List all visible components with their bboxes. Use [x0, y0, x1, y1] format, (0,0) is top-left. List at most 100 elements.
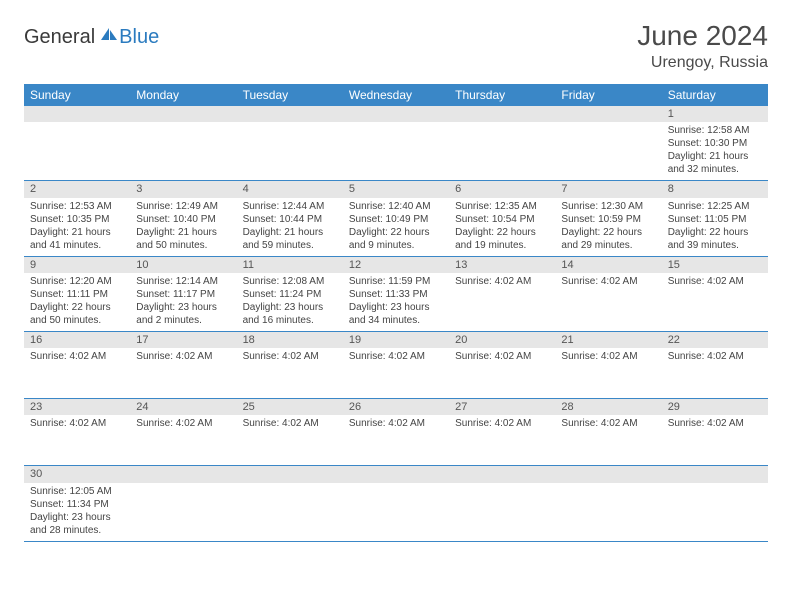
day-content: Sunrise: 4:02 AM — [662, 415, 768, 465]
day-content: Sunrise: 12:35 AMSunset: 10:54 PMDayligh… — [449, 198, 555, 256]
day-header: Thursday — [449, 84, 555, 106]
day-info-line: Sunset: 10:35 PM — [30, 213, 124, 226]
day-info-line: Sunrise: 12:20 AM — [30, 275, 124, 288]
day-number: 27 — [449, 399, 555, 415]
day-info-line: Sunset: 11:17 PM — [136, 288, 230, 301]
day-number: 13 — [449, 257, 555, 273]
day-content: Sunrise: 4:02 AM — [130, 415, 236, 465]
day-number: 16 — [24, 332, 130, 348]
day-header: Tuesday — [237, 84, 343, 106]
day-info-line: and 59 minutes. — [243, 239, 337, 252]
day-cell: 29 Sunrise: 4:02 AM — [662, 399, 768, 466]
day-cell: 15Sunrise: 4:02 AM — [662, 256, 768, 331]
day-content: Sunrise: 12:58 AMSunset: 10:30 PMDayligh… — [662, 122, 768, 180]
day-number: 14 — [555, 257, 661, 273]
day-info-line: Sunset: 11:33 PM — [349, 288, 443, 301]
day-header: Sunday — [24, 84, 130, 106]
week-row: 1Sunrise: 12:58 AMSunset: 10:30 PMDaylig… — [24, 106, 768, 181]
day-number: 26 — [343, 399, 449, 415]
week-row: 2Sunrise: 12:53 AMSunset: 10:35 PMDaylig… — [24, 181, 768, 256]
day-content — [555, 483, 661, 533]
day-header: Saturday — [662, 84, 768, 106]
day-info-line: Daylight: 21 hours — [136, 226, 230, 239]
day-content: Sunrise: 4:02 AM — [237, 348, 343, 398]
day-number — [555, 466, 661, 482]
day-number — [237, 106, 343, 122]
day-content: Sunrise: 4:02 AM — [662, 348, 768, 398]
day-info-line: Daylight: 23 hours — [243, 301, 337, 314]
day-info-line: Sunrise: 12:35 AM — [455, 200, 549, 213]
day-cell: 6Sunrise: 12:35 AMSunset: 10:54 PMDaylig… — [449, 181, 555, 256]
day-number: 1 — [662, 106, 768, 122]
day-number — [449, 466, 555, 482]
day-info-line: Sunrise: 12:14 AM — [136, 275, 230, 288]
month-title: June 2024 — [637, 20, 768, 52]
day-content: Sunrise: 4:02 AM — [662, 273, 768, 323]
day-content: Sunrise: 12:05 AMSunset: 11:34 PMDayligh… — [24, 483, 130, 541]
day-info-line: Daylight: 22 hours — [455, 226, 549, 239]
day-info-line: Daylight: 23 hours — [30, 511, 124, 524]
day-content — [555, 122, 661, 172]
day-content: Sunrise: 11:59 PMSunset: 11:33 PMDayligh… — [343, 273, 449, 331]
day-info-line: Sunrise: 12:08 AM — [243, 275, 337, 288]
logo: General Blue — [24, 26, 159, 49]
day-number — [237, 466, 343, 482]
day-info-line: Sunrise: 4:02 AM — [561, 275, 655, 288]
day-info-line: Sunrise: 4:02 AM — [136, 350, 230, 363]
day-content — [237, 483, 343, 533]
day-info-line: Sunrise: 4:02 AM — [30, 417, 124, 430]
day-content — [237, 122, 343, 172]
day-info-line: Sunrise: 4:02 AM — [561, 417, 655, 430]
day-info-line: Sunrise: 12:49 AM — [136, 200, 230, 213]
day-content: Sunrise: 4:02 AM — [343, 415, 449, 465]
day-info-line: and 2 minutes. — [136, 314, 230, 327]
day-info-line: and 32 minutes. — [668, 163, 762, 176]
day-cell — [130, 106, 236, 181]
week-row: 23Sunrise: 4:02 AM24Sunrise: 4:02 AM25Su… — [24, 399, 768, 466]
day-info-line: Sunrise: 4:02 AM — [561, 350, 655, 363]
day-number: 3 — [130, 181, 236, 197]
day-content: Sunrise: 12:25 AMSunset: 11:05 PMDayligh… — [662, 198, 768, 256]
day-number: 15 — [662, 257, 768, 273]
day-content: Sunrise: 12:40 AMSunset: 10:49 PMDayligh… — [343, 198, 449, 256]
day-number: 24 — [130, 399, 236, 415]
title-block: June 2024 Urengoy, Russia — [637, 20, 768, 72]
day-info-line: Sunrise: 12:25 AM — [668, 200, 762, 213]
day-info-line: Sunrise: 4:02 AM — [243, 417, 337, 430]
day-info-line: and 50 minutes. — [136, 239, 230, 252]
day-number: 30 — [24, 466, 130, 482]
day-cell — [343, 466, 449, 541]
day-info-line: Sunrise: 4:02 AM — [668, 350, 762, 363]
day-number — [130, 106, 236, 122]
week-row: 16Sunrise: 4:02 AM17Sunrise: 4:02 AM18Su… — [24, 331, 768, 398]
day-info-line: Sunrise: 4:02 AM — [30, 350, 124, 363]
logo-text-blue: Blue — [119, 26, 159, 49]
calendar-header-row: SundayMondayTuesdayWednesdayThursdayFrid… — [24, 84, 768, 106]
day-cell: 21Sunrise: 4:02 AM — [555, 331, 661, 398]
day-cell — [237, 466, 343, 541]
day-number: 22 — [662, 332, 768, 348]
day-info-line: Daylight: 21 hours — [243, 226, 337, 239]
day-cell: 25Sunrise: 4:02 AM — [237, 399, 343, 466]
day-content — [449, 122, 555, 172]
day-content: Sunrise: 4:02 AM — [449, 273, 555, 323]
day-cell: 24Sunrise: 4:02 AM — [130, 399, 236, 466]
day-number: 6 — [449, 181, 555, 197]
day-content: Sunrise: 4:02 AM — [555, 415, 661, 465]
day-cell: 18Sunrise: 4:02 AM — [237, 331, 343, 398]
day-info-line: Sunrise: 12:53 AM — [30, 200, 124, 213]
page-header: General Blue June 2024 Urengoy, Russia — [24, 20, 768, 72]
day-info-line: Daylight: 21 hours — [668, 150, 762, 163]
day-info-line: Sunset: 11:24 PM — [243, 288, 337, 301]
day-cell — [130, 466, 236, 541]
day-cell: 11Sunrise: 12:08 AMSunset: 11:24 PMDayli… — [237, 256, 343, 331]
day-number: 29 — [662, 399, 768, 415]
day-info-line: Sunset: 10:40 PM — [136, 213, 230, 226]
day-number: 23 — [24, 399, 130, 415]
day-info-line: Sunrise: 4:02 AM — [668, 417, 762, 430]
day-content: Sunrise: 12:49 AMSunset: 10:40 PMDayligh… — [130, 198, 236, 256]
day-number: 20 — [449, 332, 555, 348]
day-info-line: and 19 minutes. — [455, 239, 549, 252]
day-cell: 14 Sunrise: 4:02 AM — [555, 256, 661, 331]
day-info-line: and 34 minutes. — [349, 314, 443, 327]
